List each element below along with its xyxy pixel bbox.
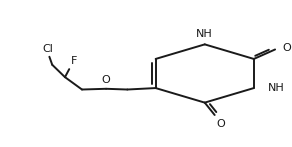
Text: NH: NH (268, 83, 285, 93)
Text: O: O (282, 43, 291, 53)
Text: NH: NH (196, 29, 213, 39)
Text: F: F (71, 56, 77, 66)
Text: O: O (216, 119, 225, 129)
Text: Cl: Cl (43, 44, 53, 54)
Text: O: O (102, 75, 110, 85)
